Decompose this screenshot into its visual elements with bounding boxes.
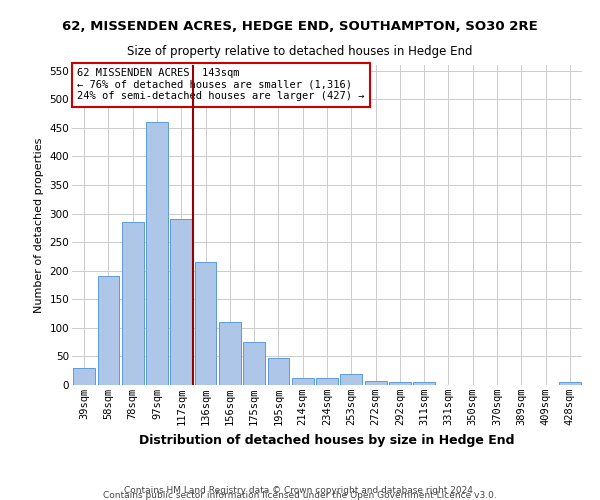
Text: Size of property relative to detached houses in Hedge End: Size of property relative to detached ho…	[127, 45, 473, 58]
Bar	[413, 382, 435, 385]
Bar	[316, 378, 338, 385]
Bar	[219, 322, 241, 385]
Bar	[292, 378, 314, 385]
Bar	[97, 276, 119, 385]
Bar	[146, 122, 168, 385]
Bar	[194, 262, 217, 385]
Bar	[73, 368, 95, 385]
Bar	[340, 374, 362, 385]
Text: 62 MISSENDEN ACRES: 143sqm
← 76% of detached houses are smaller (1,316)
24% of s: 62 MISSENDEN ACRES: 143sqm ← 76% of deta…	[77, 68, 365, 102]
Bar	[243, 342, 265, 385]
Text: Contains HM Land Registry data © Crown copyright and database right 2024.: Contains HM Land Registry data © Crown c…	[124, 486, 476, 495]
Bar	[365, 381, 386, 385]
Text: 62, MISSENDEN ACRES, HEDGE END, SOUTHAMPTON, SO30 2RE: 62, MISSENDEN ACRES, HEDGE END, SOUTHAMP…	[62, 20, 538, 33]
Y-axis label: Number of detached properties: Number of detached properties	[34, 138, 44, 312]
Text: Contains public sector information licensed under the Open Government Licence v3: Contains public sector information licen…	[103, 491, 497, 500]
Bar	[268, 358, 289, 385]
X-axis label: Distribution of detached houses by size in Hedge End: Distribution of detached houses by size …	[139, 434, 515, 446]
Bar	[170, 220, 192, 385]
Bar	[559, 382, 581, 385]
Bar	[389, 382, 411, 385]
Bar	[122, 222, 143, 385]
